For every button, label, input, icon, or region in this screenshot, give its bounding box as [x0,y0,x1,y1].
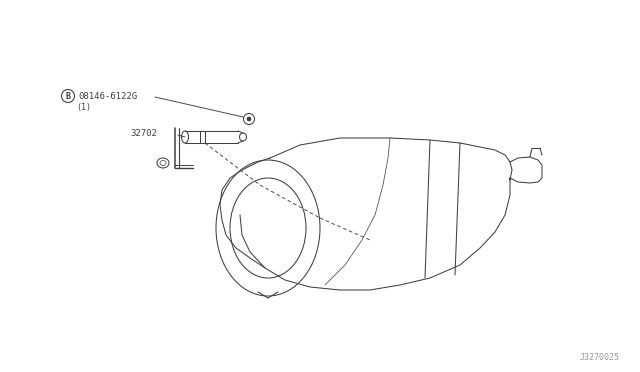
Text: 08146-6122G: 08146-6122G [78,92,137,100]
Ellipse shape [182,131,189,143]
Ellipse shape [247,117,251,121]
Ellipse shape [243,113,255,125]
Text: (1): (1) [76,103,91,112]
Ellipse shape [239,133,246,141]
Text: 32702: 32702 [130,128,157,138]
Ellipse shape [157,158,169,168]
Text: B: B [65,92,70,101]
Text: J3270025: J3270025 [580,353,620,362]
